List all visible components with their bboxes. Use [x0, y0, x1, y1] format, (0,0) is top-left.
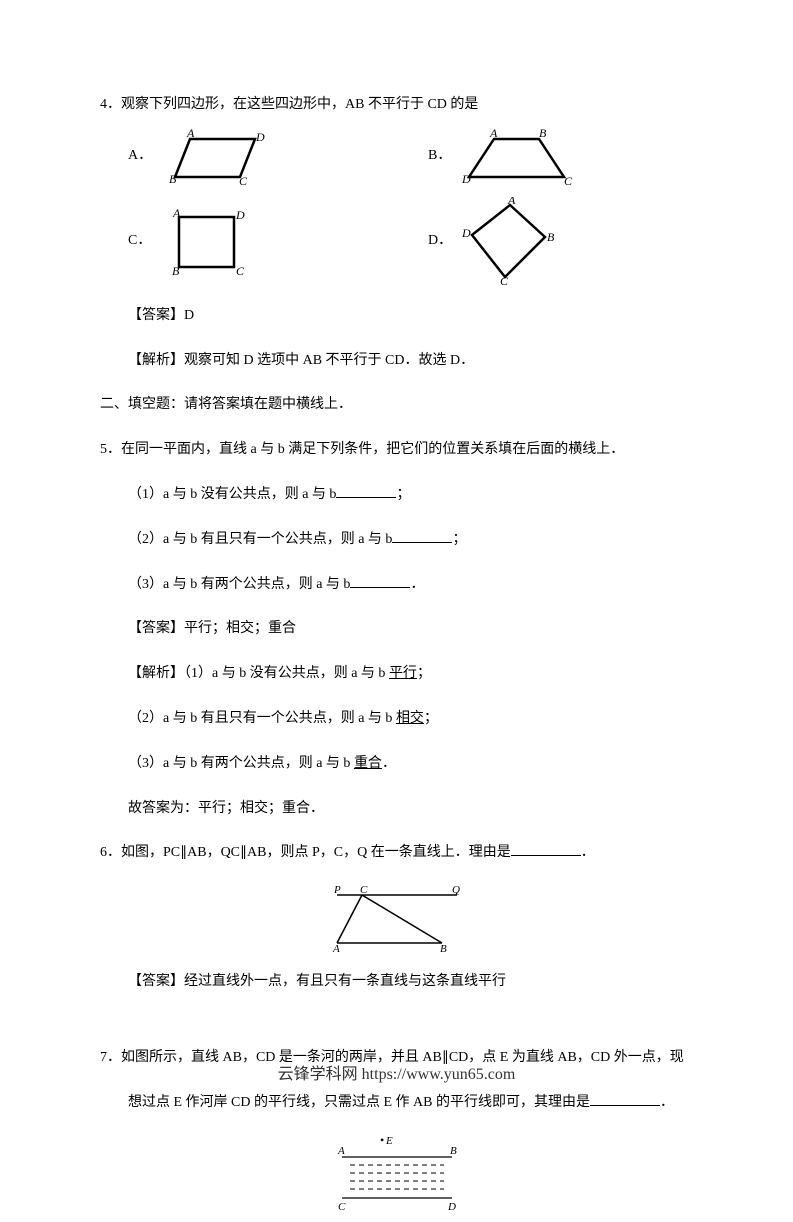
point-q: Q — [452, 884, 460, 896]
point-c2: C — [338, 1201, 346, 1213]
point-p: P — [333, 884, 341, 896]
point-d2: D — [447, 1201, 456, 1213]
q5-answer: 【答案】平行；相交；重合 — [100, 614, 693, 645]
q5-ana2: （2）a 与 b 有且只有一个公共点，则 a 与 b 相交； — [100, 704, 693, 735]
vertex-a2: A — [489, 127, 498, 140]
blank — [590, 1093, 660, 1106]
q5-ana1-u: 平行 — [389, 666, 417, 681]
q4-analysis: 【解析】观察可知 D 选项中 AB 不平行于 CD．故选 D． — [100, 346, 693, 377]
choice-a-label: A． — [128, 141, 152, 172]
section2-heading: 二、填空题：请将答案填在题中横线上． — [100, 390, 693, 421]
q5-ana2-tail: ； — [424, 711, 438, 726]
point-b: B — [440, 943, 447, 953]
vertex-b2: B — [539, 127, 547, 140]
q6-text: 6．如图，PC∥AB，QC∥AB，则点 P，C，Q 在一条直线上．理由是 ． — [100, 838, 693, 869]
q5-p3b: ． — [410, 577, 424, 592]
point-c: C — [360, 884, 368, 896]
parallelogram-icon: A D B C — [160, 127, 270, 187]
point-a: A — [332, 943, 340, 953]
vertex-b: B — [169, 172, 177, 186]
choice-c-label: C． — [128, 226, 151, 257]
vertex-a4: A — [507, 197, 516, 207]
vertex-d3: D — [235, 208, 245, 222]
q5-intro: 5．在同一平面内，直线 a 与 b 满足下列条件，把它们的位置关系填在后面的横线… — [100, 435, 693, 466]
point-b2: B — [450, 1145, 457, 1157]
q5-p3a: （3）a 与 b 有两个公共点，则 a 与 b — [128, 577, 350, 592]
vertex-c3: C — [236, 264, 245, 277]
q5-ana2-pre: （2）a 与 b 有且只有一个公共点，则 a 与 b — [128, 711, 396, 726]
vertex-d: D — [255, 130, 265, 144]
choice-b-label: B． — [428, 141, 451, 172]
q5-ana3-tail: ． — [382, 756, 396, 771]
q7-line2b: ． — [660, 1095, 674, 1110]
q6-figure: P C Q A B — [100, 883, 693, 953]
q5-ana1: 【解析】（1）a 与 b 没有公共点，则 a 与 b 平行； — [100, 659, 693, 690]
q4-row-cd: C． A D B C D． A B C D — [100, 197, 693, 287]
q5-p1a: （1）a 与 b 没有公共点，则 a 与 b — [128, 487, 336, 502]
vertex-c2: C — [564, 174, 573, 187]
q4-text: 4．观察下列四边形，在这些四边形中，AB 不平行于 CD 的是 — [100, 90, 693, 121]
vertex-a3: A — [172, 207, 181, 220]
dot-e: • — [380, 1133, 384, 1147]
q4-answer: 【答案】D — [100, 301, 693, 332]
triangle-icon: P C Q A B — [322, 883, 472, 953]
q5-p2b: ； — [452, 532, 466, 547]
river-icon: • E A B C D — [322, 1132, 472, 1222]
q5-ana3-pre: （3）a 与 b 有两个公共点，则 a 与 b — [128, 756, 354, 771]
q7-figure: • E A B C D — [100, 1132, 693, 1222]
q5-p1: （1）a 与 b 没有公共点，则 a 与 b ； — [100, 480, 693, 511]
q5-ana1-pre: 【解析】（1）a 与 b 没有公共点，则 a 与 b — [128, 666, 389, 681]
q5-ana3-u: 重合 — [354, 756, 382, 771]
vertex-d2: D — [461, 172, 471, 186]
vertex-c: C — [239, 174, 248, 187]
q7-line2: 想过点 E 作河岸 CD 的平行线，只需过点 E 作 AB 的平行线即可，其理由… — [100, 1088, 693, 1119]
vertex-d4: D — [461, 226, 471, 240]
vertex-a: A — [186, 127, 195, 140]
point-e: E — [385, 1135, 393, 1147]
blank — [511, 843, 581, 856]
footer: 云锋学科网 https://www.yun65.com — [0, 1057, 793, 1092]
q6-answer: 【答案】经过直线外一点，有且只有一条直线与这条直线平行 — [100, 967, 693, 998]
q5-ana2-u: 相交 — [396, 711, 424, 726]
choice-d-label: D． — [428, 226, 452, 257]
blank — [336, 485, 396, 498]
point-a2: A — [337, 1145, 345, 1157]
q4-row-ab: A． A D B C B． A B D C — [100, 127, 693, 187]
blank — [392, 530, 452, 543]
square-icon: A D B C — [159, 207, 259, 277]
vertex-b3: B — [172, 264, 180, 277]
trapezoid-icon: A B D C — [459, 127, 579, 187]
q6-text-b: ． — [581, 845, 595, 860]
q5-p2: （2）a 与 b 有且只有一个公共点，则 a 与 b ； — [100, 525, 693, 556]
q5-final: 故答案为：平行；相交；重合． — [100, 794, 693, 825]
blank — [350, 575, 410, 588]
vertex-c4: C — [500, 274, 509, 287]
q5-ana3: （3）a 与 b 有两个公共点，则 a 与 b 重合． — [100, 749, 693, 780]
q7-line2a: 想过点 E 作河岸 CD 的平行线，只需过点 E 作 AB 的平行线即可，其理由… — [128, 1095, 590, 1110]
vertex-b4: B — [547, 230, 555, 244]
kite-icon: A B C D — [460, 197, 560, 287]
q5-p3: （3）a 与 b 有两个公共点，则 a 与 b ． — [100, 570, 693, 601]
q5-p2a: （2）a 与 b 有且只有一个公共点，则 a 与 b — [128, 532, 392, 547]
q5-ana1-tail: ； — [417, 666, 431, 681]
q6-text-a: 6．如图，PC∥AB，QC∥AB，则点 P，C，Q 在一条直线上．理由是 — [100, 845, 511, 860]
q5-p1b: ； — [396, 487, 410, 502]
